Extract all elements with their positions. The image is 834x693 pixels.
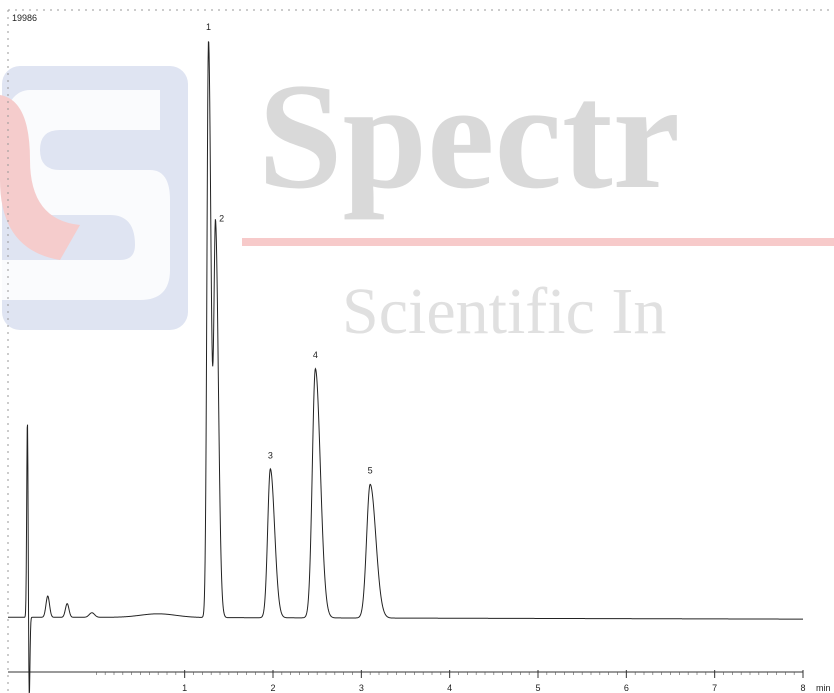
watermark-logo: [0, 66, 188, 330]
peak-label: 5: [368, 466, 373, 476]
peak-label: 1: [206, 22, 211, 32]
x-tick-label: 4: [447, 683, 452, 693]
peak-labels: 1 2 3 4 5: [206, 22, 373, 476]
peak-label: 2: [219, 213, 224, 223]
x-tick-label: 2: [270, 683, 275, 693]
x-axis-unit: min: [816, 683, 831, 693]
chromatogram-trace: [8, 41, 803, 693]
peak-label: 4: [313, 350, 318, 360]
watermark-subtitle: Scientific In: [342, 275, 666, 348]
x-tick-label: 8: [800, 683, 805, 693]
watermark-text: Spectr Scientific In: [242, 52, 834, 348]
watermark-title: Spectr: [258, 52, 680, 220]
x-tick-label: 3: [359, 683, 364, 693]
x-tick-label: 1: [182, 683, 187, 693]
x-axis-major-ticks: 1 2 3 4 5 6 7 8: [182, 670, 806, 693]
y-max-label: 19986: [12, 13, 37, 23]
watermark-line: [242, 238, 834, 246]
x-tick-label: 5: [535, 683, 540, 693]
x-tick-label: 6: [624, 683, 629, 693]
x-tick-label: 7: [712, 683, 717, 693]
peak-label: 3: [268, 450, 273, 460]
